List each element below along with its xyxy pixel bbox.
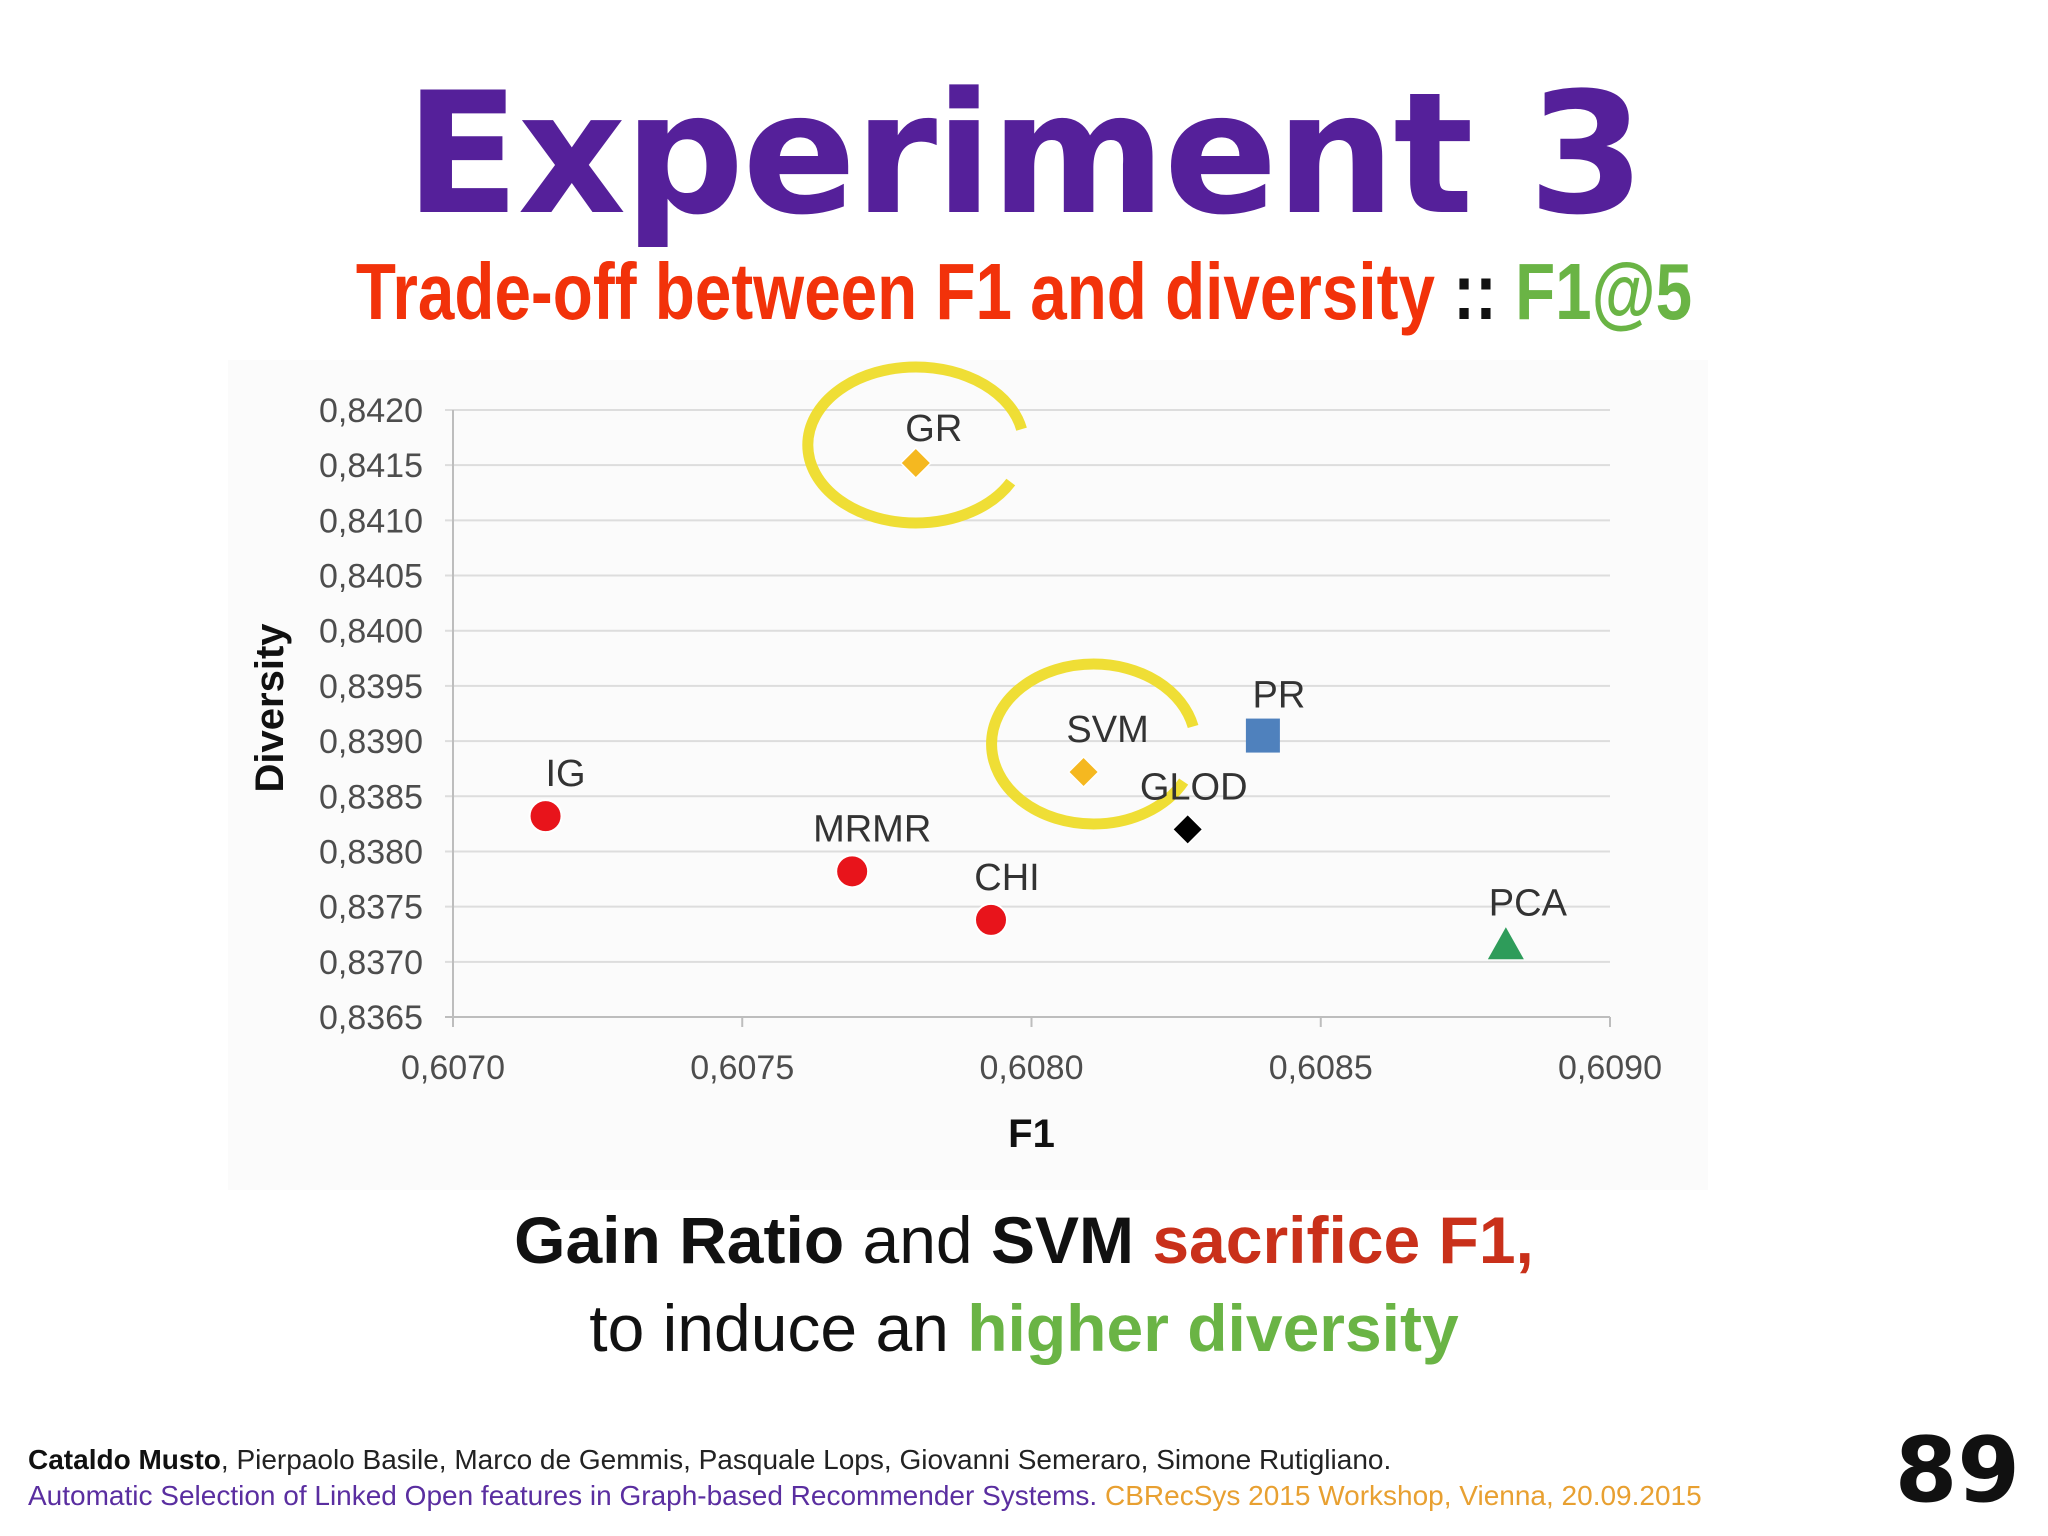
point-gr bbox=[899, 446, 932, 480]
y-axis-title: Diversity bbox=[248, 623, 292, 793]
subtitle-separator: :: bbox=[1434, 247, 1516, 336]
caption-gain-ratio: Gain Ratio bbox=[514, 1203, 845, 1277]
point-label-svm: SVM bbox=[1066, 709, 1148, 751]
x-axis-title: F1 bbox=[1008, 1112, 1055, 1156]
x-tick-label: 0,6075 bbox=[690, 1049, 794, 1087]
y-tick-label: 0,8375 bbox=[319, 889, 423, 927]
y-tick-label: 0,8420 bbox=[319, 392, 423, 430]
point-pr bbox=[1245, 718, 1280, 753]
caption-sacrifice: sacrifice F1, bbox=[1133, 1203, 1534, 1277]
y-tick-label: 0,8370 bbox=[319, 944, 423, 982]
citation-paper: Automatic Selection of Linked Open featu… bbox=[28, 1478, 1888, 1514]
y-tick-label: 0,8365 bbox=[319, 999, 423, 1037]
y-tick-label: 0,8410 bbox=[319, 502, 423, 540]
caption-higher-diversity: higher diversity bbox=[967, 1291, 1459, 1365]
page-number: 89 bbox=[1894, 1418, 2020, 1523]
point-glod bbox=[1171, 813, 1204, 846]
point-label-ig: IG bbox=[545, 753, 585, 795]
caption-svm: SVM bbox=[990, 1203, 1134, 1277]
point-pca bbox=[1487, 927, 1524, 960]
slide-caption: Gain Ratio and SVM sacrifice F1, to indu… bbox=[0, 1196, 2048, 1372]
paper-venue: CBRecSys 2015 Workshop, Vienna, 20.09.20… bbox=[1097, 1480, 1702, 1511]
coauthors: , Pierpaolo Basile, Marco de Gemmis, Pas… bbox=[220, 1444, 1392, 1475]
point-label-pca: PCA bbox=[1489, 882, 1568, 924]
point-label-gr: GR bbox=[905, 408, 962, 450]
paper-title: Automatic Selection of Linked Open featu… bbox=[28, 1480, 1098, 1511]
y-tick-label: 0,8390 bbox=[319, 723, 423, 761]
caption-induce: to induce an bbox=[589, 1291, 968, 1365]
citation-authors: Cataldo Musto, Pierpaolo Basile, Marco d… bbox=[28, 1442, 1888, 1478]
point-chi bbox=[974, 902, 1009, 937]
y-tick-label: 0,8400 bbox=[319, 613, 423, 651]
highlight-circle bbox=[802, 361, 1030, 529]
caption-and: and bbox=[844, 1203, 991, 1277]
caption-line-2: to induce an higher diversity bbox=[0, 1284, 2048, 1372]
highlight-circle bbox=[986, 658, 1202, 830]
point-label-chi: CHI bbox=[974, 857, 1039, 899]
citation-footer: Cataldo Musto, Pierpaolo Basile, Marco d… bbox=[28, 1442, 1888, 1514]
chart-panel: 0,8420 0,8415 0,8410 0,8405 0,8400 0,8395 0,83… bbox=[228, 360, 1708, 1190]
y-tick-label: 0,8385 bbox=[319, 778, 423, 816]
scatter-chart: 0,8420 0,8415 0,8410 0,8405 0,8400 0,8395 0,83… bbox=[248, 361, 1662, 1156]
slide-title: Experiment 3 bbox=[404, 56, 1645, 252]
point-mrmr bbox=[835, 854, 870, 889]
y-tick-label: 0,8405 bbox=[319, 558, 423, 596]
lead-author: Cataldo Musto bbox=[28, 1444, 221, 1475]
point-label-pr: PR bbox=[1253, 675, 1306, 717]
x-tick-label: 0,6090 bbox=[1558, 1049, 1662, 1087]
caption-line-1: Gain Ratio and SVM sacrifice F1, bbox=[0, 1196, 2048, 1284]
x-tick-label: 0,6085 bbox=[1269, 1049, 1373, 1087]
y-tick-label: 0,8395 bbox=[319, 668, 423, 706]
x-tick-label: 0,6080 bbox=[980, 1049, 1084, 1087]
point-label-glod: GLOD bbox=[1140, 766, 1248, 808]
x-tick-label: 0,6070 bbox=[401, 1049, 505, 1087]
subtitle-main: Trade-off between F1 and diversity bbox=[355, 247, 1435, 336]
y-tick-label: 0,8380 bbox=[319, 833, 423, 871]
y-tick-label: 0,8415 bbox=[319, 447, 423, 485]
subtitle-metric: F1@5 bbox=[1515, 247, 1693, 336]
slide-subtitle: Trade-off between F1 and diversity :: F1… bbox=[184, 252, 1863, 332]
point-svm bbox=[1067, 755, 1100, 789]
point-label-mrmr: MRMR bbox=[813, 808, 931, 850]
point-ig bbox=[528, 799, 563, 834]
